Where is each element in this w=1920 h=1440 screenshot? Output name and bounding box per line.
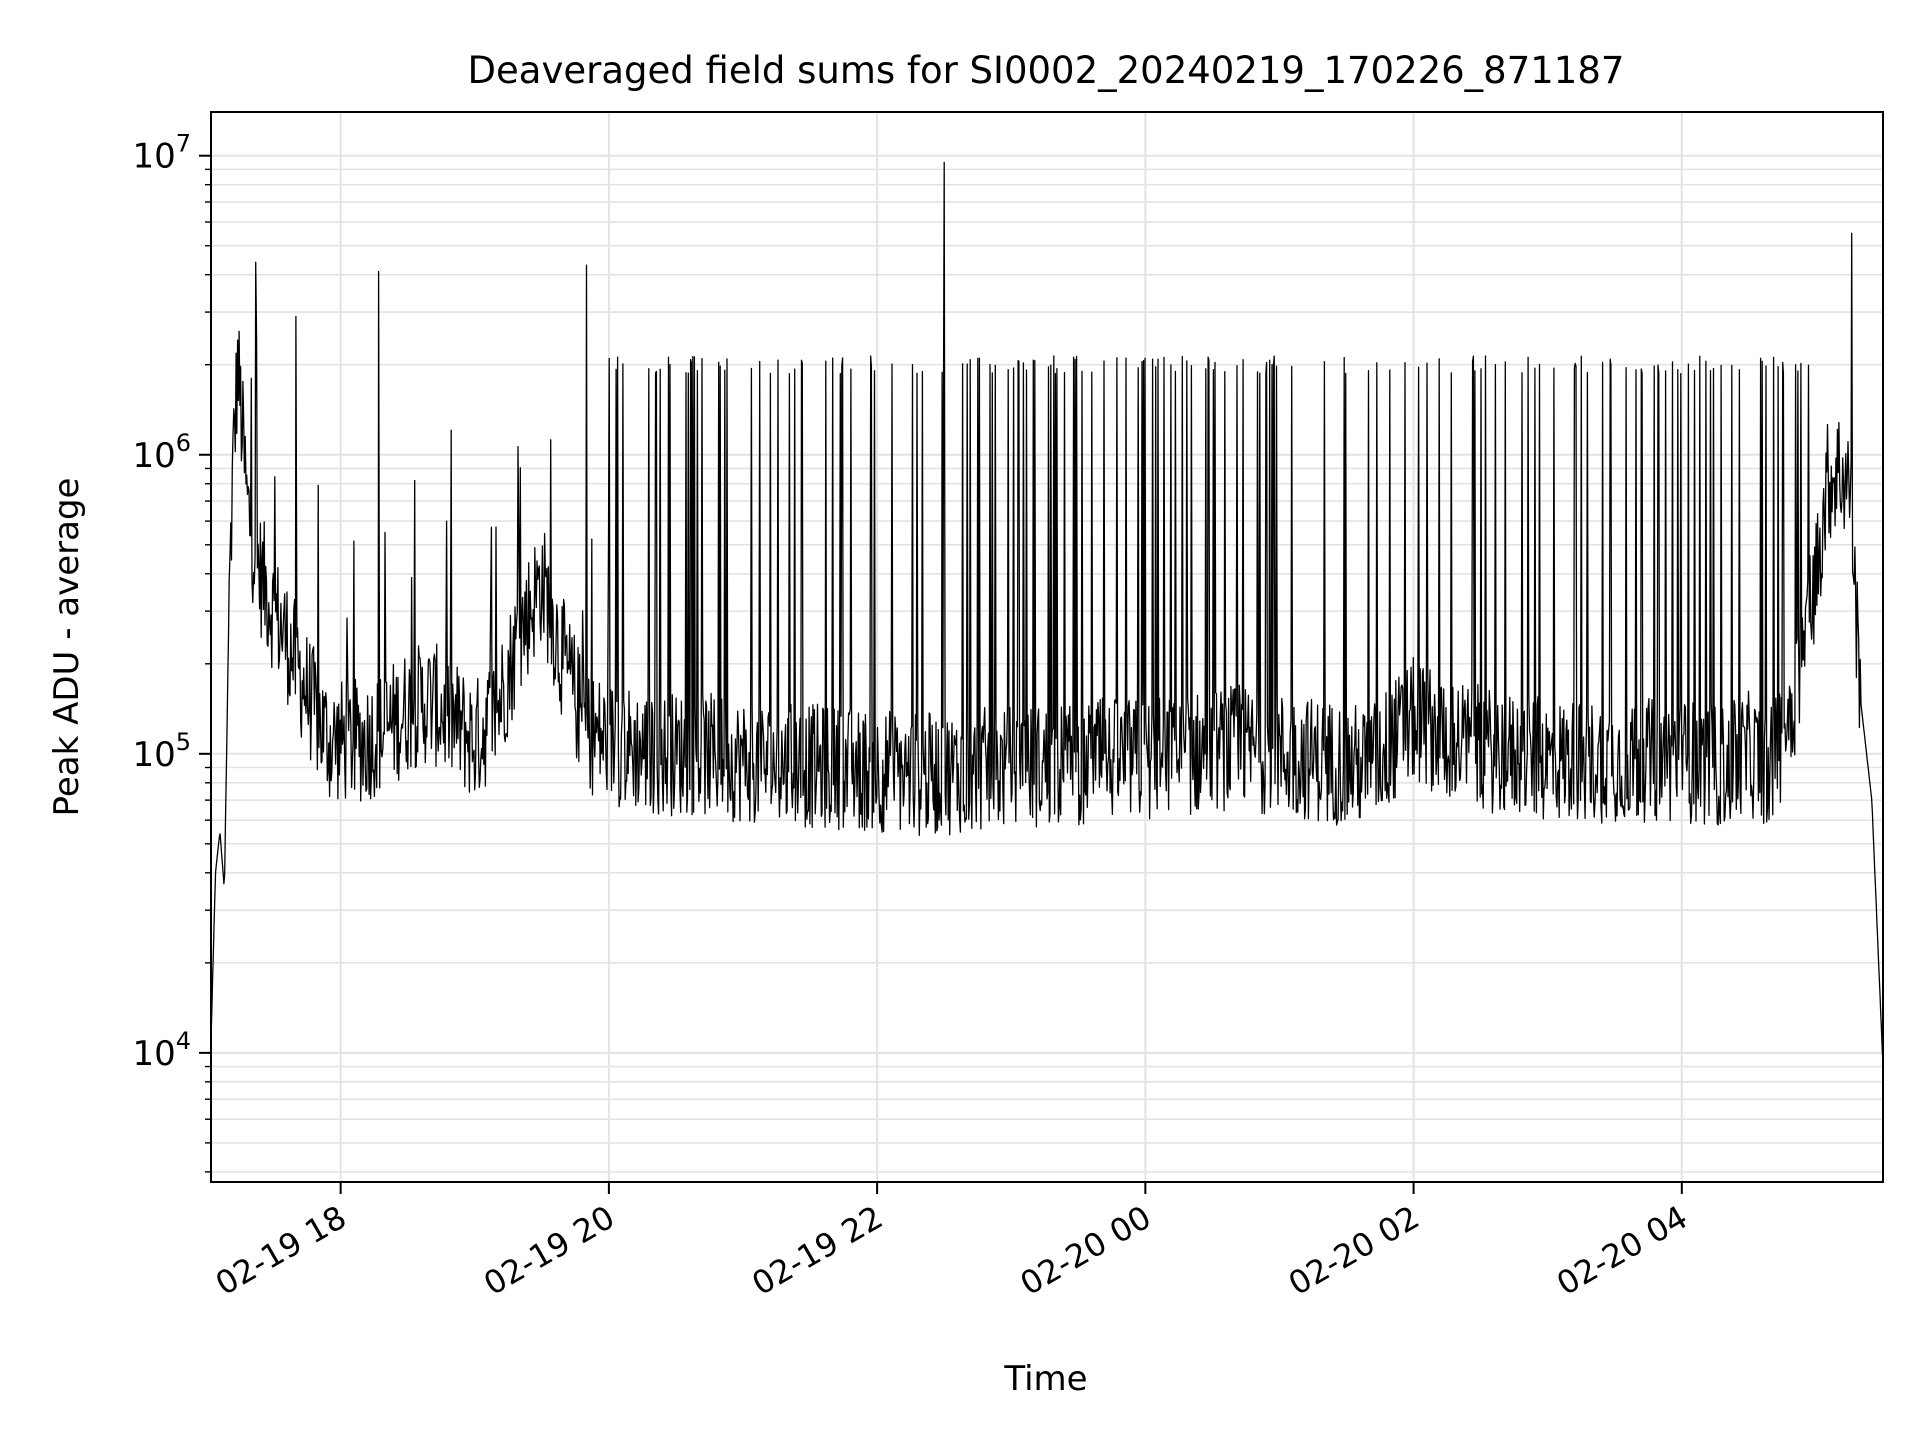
y-axis-label: Peak ADU - average — [47, 478, 87, 817]
axes-frame — [210, 111, 1884, 1183]
y-axis: 104 105 106 107 — [132, 130, 211, 1173]
y-tick-label: 106 — [132, 429, 191, 476]
data-series-line — [210, 161, 1884, 1067]
grid-lines — [211, 112, 1883, 1182]
plot-area — [210, 161, 1884, 1067]
y-tick-label: 107 — [132, 130, 191, 177]
chart-title: Deaveraged field sums for SI0002_2024021… — [468, 49, 1625, 92]
y-tick-label: 105 — [132, 728, 191, 775]
x-axis-label: Time — [1003, 1359, 1087, 1399]
y-tick-label: 104 — [132, 1027, 191, 1074]
